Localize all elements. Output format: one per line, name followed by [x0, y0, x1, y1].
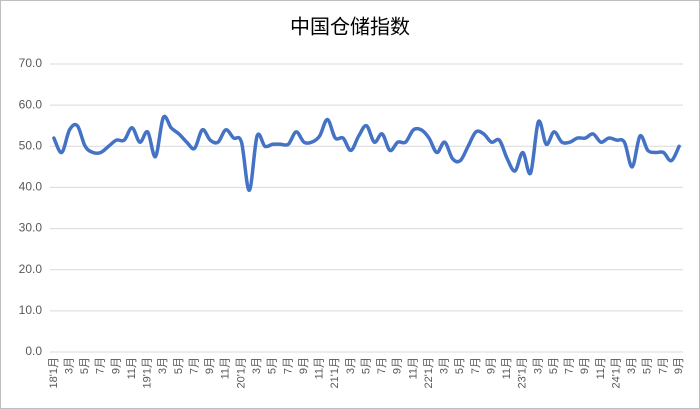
x-tick-label: 3月 [251, 357, 263, 374]
x-tick-label: 5月 [267, 357, 279, 374]
y-tick-label: 0.0 [25, 344, 42, 358]
x-tick-label: 7月 [564, 357, 576, 374]
y-tick-label: 10.0 [19, 303, 43, 317]
x-tick-label: 9月 [392, 357, 404, 374]
x-tick-label: 5月 [79, 357, 91, 374]
chart-title: 中国仓储指数 [290, 15, 410, 38]
x-tick-label: 11月 [595, 357, 607, 379]
x-tick-label: 11月 [314, 357, 326, 379]
x-tick-label: 3月 [626, 357, 638, 374]
x-tick-label: 23'1月 [517, 357, 529, 388]
x-tick-label: 24'1月 [610, 357, 622, 388]
x-tick-label: 9月 [673, 357, 685, 374]
y-tick-label: 70.0 [19, 56, 43, 70]
x-tick-label: 5月 [454, 357, 466, 374]
x-tick-label: 9月 [485, 357, 497, 374]
x-tick-label: 7月 [657, 357, 669, 374]
x-tick-label: 11月 [220, 357, 232, 379]
x-tick-label: 7月 [95, 357, 107, 374]
x-tick-label: 21'1月 [329, 357, 341, 388]
x-tick-label: 9月 [110, 357, 122, 374]
x-tick-label: 19'1月 [142, 357, 154, 388]
x-tick-label: 3月 [532, 357, 544, 374]
x-tick-label: 7月 [282, 357, 294, 374]
y-tick-label: 60.0 [19, 97, 43, 111]
x-tick-label: 22'1月 [423, 357, 435, 388]
x-tick-label: 3月 [63, 357, 75, 374]
x-tick-label: 11月 [407, 357, 419, 379]
x-tick-label: 9月 [298, 357, 310, 374]
y-tick-label: 20.0 [19, 262, 43, 276]
x-tick-label: 18'1月 [48, 357, 60, 388]
x-tick-label: 5月 [548, 357, 560, 374]
x-tick-label: 5月 [173, 357, 185, 374]
x-tick-label: 11月 [126, 357, 138, 379]
x-tick-label: 5月 [360, 357, 372, 374]
x-tick-label: 20'1月 [235, 357, 247, 388]
x-tick-label: 3月 [345, 357, 357, 374]
x-tick-label: 7月 [470, 357, 482, 374]
y-tick-label: 30.0 [19, 221, 43, 235]
x-tick-label: 9月 [204, 357, 216, 374]
x-tick-label: 9月 [579, 357, 591, 374]
series-line [52, 114, 681, 193]
x-tick-label: 3月 [439, 357, 451, 374]
x-tick-label: 3月 [157, 357, 169, 374]
x-tick-label: 5月 [642, 357, 654, 374]
x-tick-label: 7月 [188, 357, 200, 374]
x-tick-label: 7月 [376, 357, 388, 374]
y-tick-label: 50.0 [19, 138, 43, 152]
x-tick-label: 11月 [501, 357, 513, 379]
y-tick-label: 40.0 [19, 180, 43, 194]
